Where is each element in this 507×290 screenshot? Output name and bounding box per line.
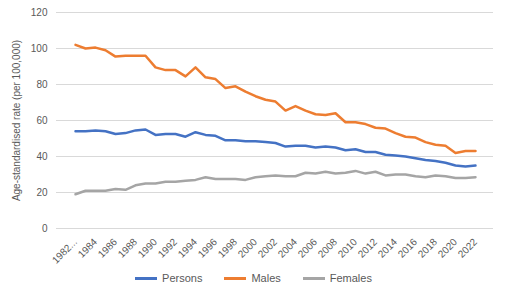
svg-text:2006: 2006 <box>296 236 320 260</box>
svg-text:2020: 2020 <box>436 236 460 260</box>
svg-text:2022: 2022 <box>456 236 480 260</box>
svg-text:2010: 2010 <box>336 236 360 260</box>
html-text:Persons: Persons <box>162 272 203 284</box>
html-text:Males: Males <box>251 272 281 284</box>
html-text:Females: Females <box>329 272 372 284</box>
svg-text:120: 120 <box>31 7 48 18</box>
svg-text:60: 60 <box>36 115 48 126</box>
svg-text:1994: 1994 <box>176 236 200 260</box>
svg-text:2004: 2004 <box>276 236 300 260</box>
svg-text:2000: 2000 <box>236 236 260 260</box>
svg-text:2014: 2014 <box>376 236 400 260</box>
svg-text:1984: 1984 <box>76 236 100 260</box>
svg-text:1988: 1988 <box>116 236 140 260</box>
svg-text:0: 0 <box>42 223 48 234</box>
svg-text:40: 40 <box>36 151 48 162</box>
svg-text:2016: 2016 <box>396 236 420 260</box>
svg-text:100: 100 <box>31 43 48 54</box>
svg-text:1982...: 1982... <box>50 236 79 265</box>
svg-text:1990: 1990 <box>136 236 160 260</box>
svg-text:1996: 1996 <box>196 236 220 260</box>
svg-text:2018: 2018 <box>416 236 440 260</box>
svg-text:20: 20 <box>36 187 48 198</box>
svg-text:2012: 2012 <box>356 236 380 260</box>
svg-text:80: 80 <box>36 79 48 90</box>
svg-text:1986: 1986 <box>96 236 120 260</box>
svg-text:2002: 2002 <box>256 236 280 260</box>
svg-text:1992: 1992 <box>156 236 180 260</box>
svg-text:1998: 1998 <box>216 236 240 260</box>
svg-text:2008: 2008 <box>316 236 340 260</box>
svg-text:Age-standardised rate (per 100: Age-standardised rate (per 100,000) <box>11 40 22 201</box>
